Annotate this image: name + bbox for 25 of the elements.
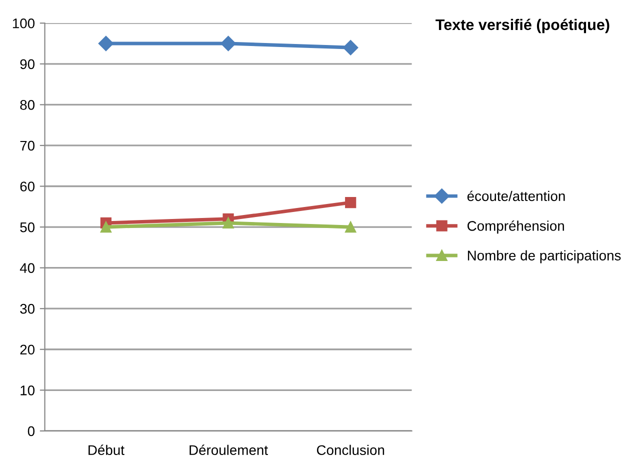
- point: [345, 221, 356, 233]
- y-tick-label: 100: [12, 18, 35, 28]
- y-tick-label: 40: [20, 263, 35, 273]
- point: [220, 36, 236, 52]
- legend-label: écoute/attention: [467, 190, 565, 202]
- y-tick-label: 0: [28, 426, 35, 436]
- y-tick-label: 30: [20, 304, 35, 314]
- y-tick-label: 70: [20, 140, 35, 151]
- y-tick-label: 50: [20, 222, 35, 232]
- x-tick-label: Début: [88, 444, 124, 456]
- x-tick-label: Déroulement: [190, 444, 268, 456]
- y-tick-label: 20: [20, 344, 35, 355]
- x-tick-label: Conclusion: [316, 444, 384, 456]
- point: [343, 40, 358, 56]
- text: Texte versifié (poétique): [436, 18, 610, 34]
- point: [222, 217, 234, 229]
- y-tick-label: 90: [20, 59, 35, 70]
- point: [345, 197, 356, 208]
- point: [98, 36, 114, 52]
- legend-label: Compréhension: [468, 220, 564, 234]
- y-tick-label: 80: [20, 100, 35, 110]
- y-tick-label: 10: [20, 385, 35, 396]
- point: [100, 221, 112, 233]
- legend-label: Nombre de participations: [468, 250, 621, 264]
- y-tick-label: 60: [20, 182, 35, 192]
